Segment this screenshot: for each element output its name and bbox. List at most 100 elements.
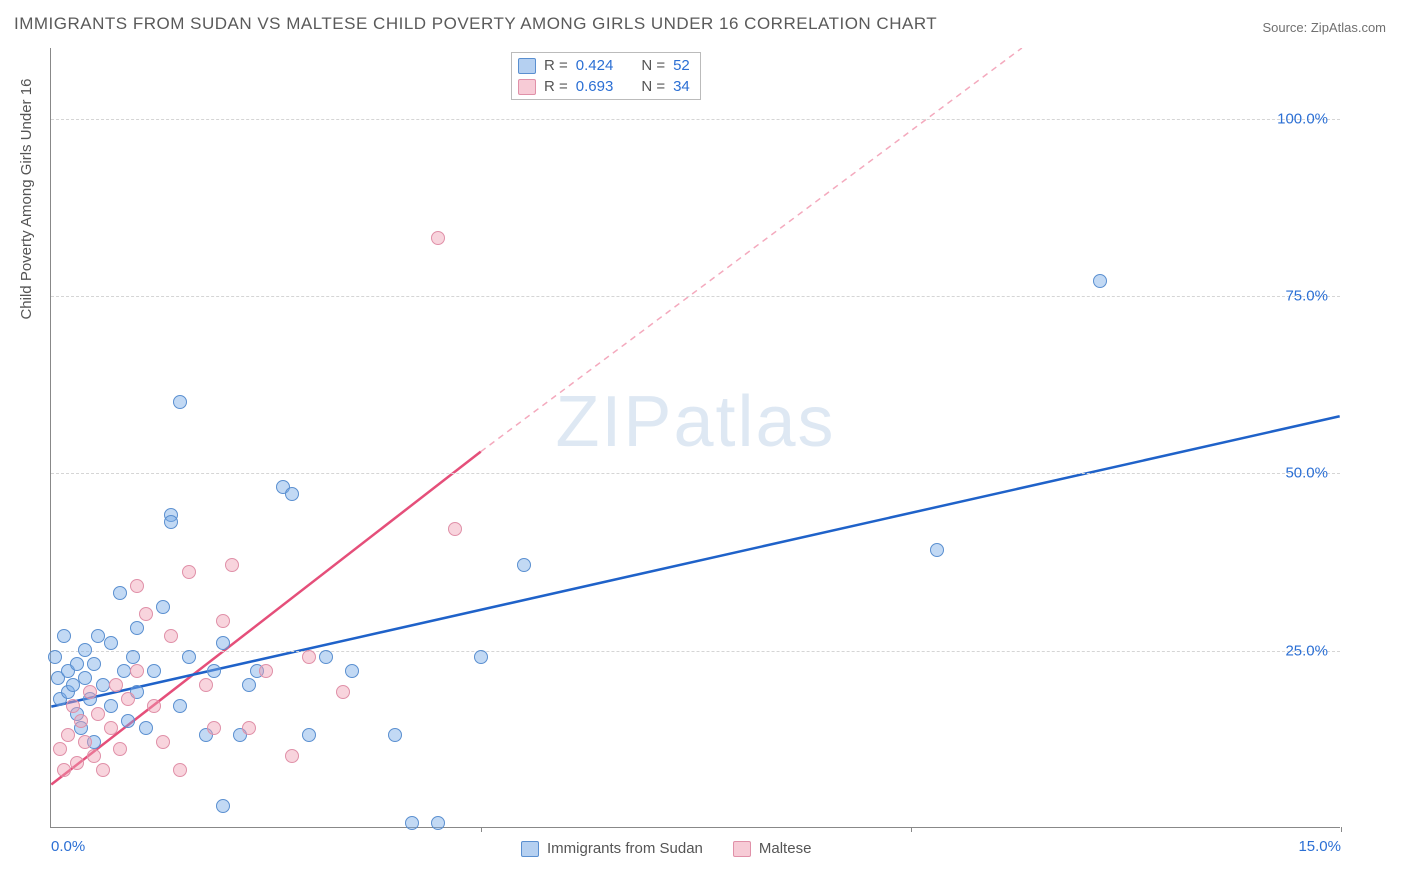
- scatter-point: [207, 721, 221, 735]
- legend-item: Maltese: [733, 840, 812, 857]
- gridline: [51, 119, 1340, 120]
- scatter-point: [216, 636, 230, 650]
- scatter-point: [388, 728, 402, 742]
- scatter-point: [57, 629, 71, 643]
- scatter-point: [242, 678, 256, 692]
- scatter-point: [109, 678, 123, 692]
- scatter-point: [83, 685, 97, 699]
- scatter-point: [345, 664, 359, 678]
- x-tick-label: 0.0%: [51, 838, 85, 855]
- scatter-point: [156, 735, 170, 749]
- r-label: R =: [544, 78, 568, 95]
- swatch-blue: [518, 58, 536, 74]
- scatter-point: [121, 714, 135, 728]
- scatter-point: [259, 664, 273, 678]
- scatter-point: [164, 629, 178, 643]
- scatter-point: [57, 763, 71, 777]
- x-tick-mark: [911, 827, 912, 832]
- scatter-point: [87, 657, 101, 671]
- swatch-pink: [733, 841, 751, 857]
- x-tick-mark: [1341, 827, 1342, 832]
- x-tick-mark: [481, 827, 482, 832]
- scatter-point: [216, 614, 230, 628]
- gridline: [51, 296, 1340, 297]
- scatter-point: [182, 650, 196, 664]
- scatter-point: [96, 678, 110, 692]
- scatter-point: [87, 749, 101, 763]
- scatter-point: [164, 515, 178, 529]
- scatter-point: [78, 671, 92, 685]
- scatter-point: [285, 749, 299, 763]
- scatter-point: [91, 707, 105, 721]
- scatter-point: [302, 728, 316, 742]
- scatter-point: [48, 650, 62, 664]
- scatter-plot-area: ZIPatlas R = 0.424 N = 52 R = 0.693 N = …: [50, 48, 1340, 828]
- scatter-point: [66, 699, 80, 713]
- scatter-point: [302, 650, 316, 664]
- scatter-point: [53, 742, 67, 756]
- legend-row: R = 0.424 N = 52: [518, 55, 690, 76]
- scatter-point: [930, 543, 944, 557]
- n-label: N =: [641, 78, 665, 95]
- scatter-point: [173, 699, 187, 713]
- chart-title: IMMIGRANTS FROM SUDAN VS MALTESE CHILD P…: [14, 14, 937, 34]
- scatter-point: [182, 565, 196, 579]
- scatter-point: [285, 487, 299, 501]
- gridline: [51, 651, 1340, 652]
- r-value: 0.693: [576, 78, 614, 95]
- scatter-point: [1093, 274, 1107, 288]
- scatter-point: [70, 756, 84, 770]
- scatter-point: [61, 728, 75, 742]
- source-label: Source: ZipAtlas.com: [1262, 20, 1386, 35]
- trend-lines-svg: [51, 48, 1340, 827]
- scatter-point: [130, 579, 144, 593]
- scatter-point: [66, 678, 80, 692]
- legend-label: Maltese: [759, 840, 812, 857]
- scatter-point: [113, 586, 127, 600]
- y-tick-label: 100.0%: [1277, 110, 1328, 127]
- scatter-point: [156, 600, 170, 614]
- scatter-point: [147, 699, 161, 713]
- scatter-point: [405, 816, 419, 830]
- scatter-point: [130, 621, 144, 635]
- scatter-point: [121, 692, 135, 706]
- gridline: [51, 473, 1340, 474]
- scatter-point: [113, 742, 127, 756]
- n-label: N =: [641, 57, 665, 74]
- scatter-point: [126, 650, 140, 664]
- watermark-text: ZIPatlas: [555, 381, 835, 463]
- n-value: 52: [673, 57, 690, 74]
- legend-row: R = 0.693 N = 34: [518, 76, 690, 97]
- scatter-point: [207, 664, 221, 678]
- y-tick-label: 75.0%: [1285, 288, 1328, 305]
- scatter-point: [78, 735, 92, 749]
- scatter-point: [431, 231, 445, 245]
- scatter-point: [517, 558, 531, 572]
- scatter-point: [139, 607, 153, 621]
- scatter-point: [147, 664, 161, 678]
- y-tick-label: 50.0%: [1285, 465, 1328, 482]
- scatter-point: [74, 714, 88, 728]
- scatter-point: [336, 685, 350, 699]
- scatter-point: [78, 643, 92, 657]
- legend-label: Immigrants from Sudan: [547, 840, 703, 857]
- y-axis-label: Child Poverty Among Girls Under 16: [18, 79, 35, 320]
- scatter-point: [130, 664, 144, 678]
- scatter-point: [319, 650, 333, 664]
- swatch-blue: [521, 841, 539, 857]
- scatter-point: [474, 650, 488, 664]
- scatter-point: [225, 558, 239, 572]
- scatter-point: [199, 678, 213, 692]
- scatter-point: [104, 721, 118, 735]
- scatter-point: [173, 763, 187, 777]
- scatter-point: [104, 636, 118, 650]
- scatter-point: [96, 763, 110, 777]
- r-label: R =: [544, 57, 568, 74]
- series-legend: Immigrants from Sudan Maltese: [521, 840, 811, 857]
- scatter-point: [216, 799, 230, 813]
- r-value: 0.424: [576, 57, 614, 74]
- scatter-point: [91, 629, 105, 643]
- scatter-point: [117, 664, 131, 678]
- x-tick-label: 15.0%: [1298, 838, 1341, 855]
- correlation-legend: R = 0.424 N = 52 R = 0.693 N = 34: [511, 52, 701, 100]
